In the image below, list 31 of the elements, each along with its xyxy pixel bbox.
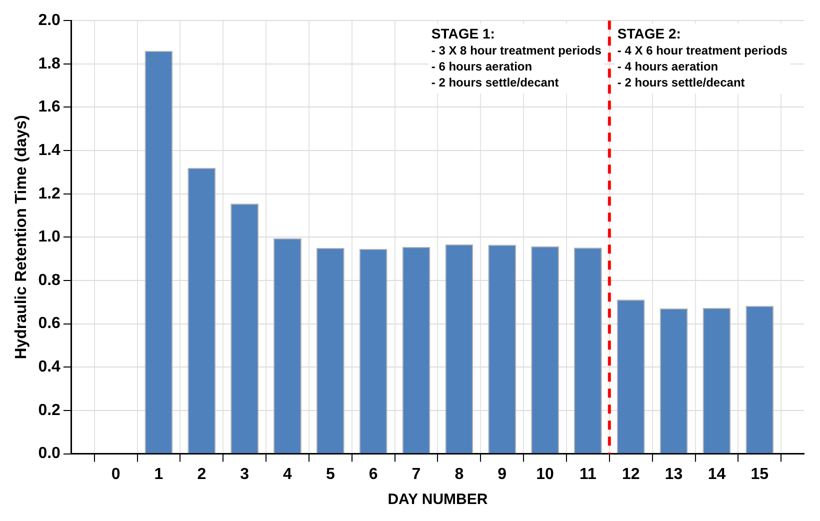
annotation: STAGE 2: - 4 X 6 hour treatment periods - 4 hours aeration - 2 hours settle/decant (617, 26, 788, 90)
y-tick-label: 0.0 (38, 445, 61, 462)
x-tick-label: 0 (111, 466, 120, 483)
x-tick-label: 1 (154, 466, 164, 483)
y-tick-label: 1.4 (38, 142, 61, 159)
y-tick-label: 0.8 (38, 272, 61, 289)
annotation: STAGE 1: - 3 X 8 hour treatment periods - 6 hours aeration - 2 hours settle/decant (431, 26, 602, 90)
x-tick-label: 9 (498, 466, 507, 483)
y-tick-label: 2.0 (38, 12, 61, 30)
y-tick-label: 1.8 (38, 55, 61, 72)
x-tick-label: 5 (326, 466, 335, 483)
x-tick-label: 2 (197, 466, 206, 483)
x-tick-label: 6 (368, 466, 378, 483)
x-tick-label: 10 (536, 466, 554, 483)
x-tick-label: 7 (412, 466, 421, 483)
y-tick-label: 0.6 (38, 315, 61, 332)
y-tick-label: 0.2 (38, 402, 61, 419)
y-tick-label: 1.0 (38, 228, 61, 246)
x-tick-label: 3 (240, 466, 250, 483)
x-tick-label: 8 (454, 466, 464, 483)
y-tick-label: 1.2 (38, 185, 61, 202)
x-axis-title: DAY NUMBER (388, 491, 488, 508)
x-tick-label: 11 (579, 466, 597, 483)
x-tick-label: 14 (708, 466, 726, 483)
x-tick-label: 12 (622, 466, 640, 483)
x-tick-label: 15 (750, 466, 769, 483)
x-tick-label: 13 (664, 466, 683, 483)
x-tick-label: 4 (283, 466, 292, 483)
y-axis-title: Hydraulic Retention Time (days) (13, 115, 30, 360)
y-tick-label: 0.4 (38, 358, 61, 376)
y-tick-label: 1.6 (38, 98, 61, 116)
